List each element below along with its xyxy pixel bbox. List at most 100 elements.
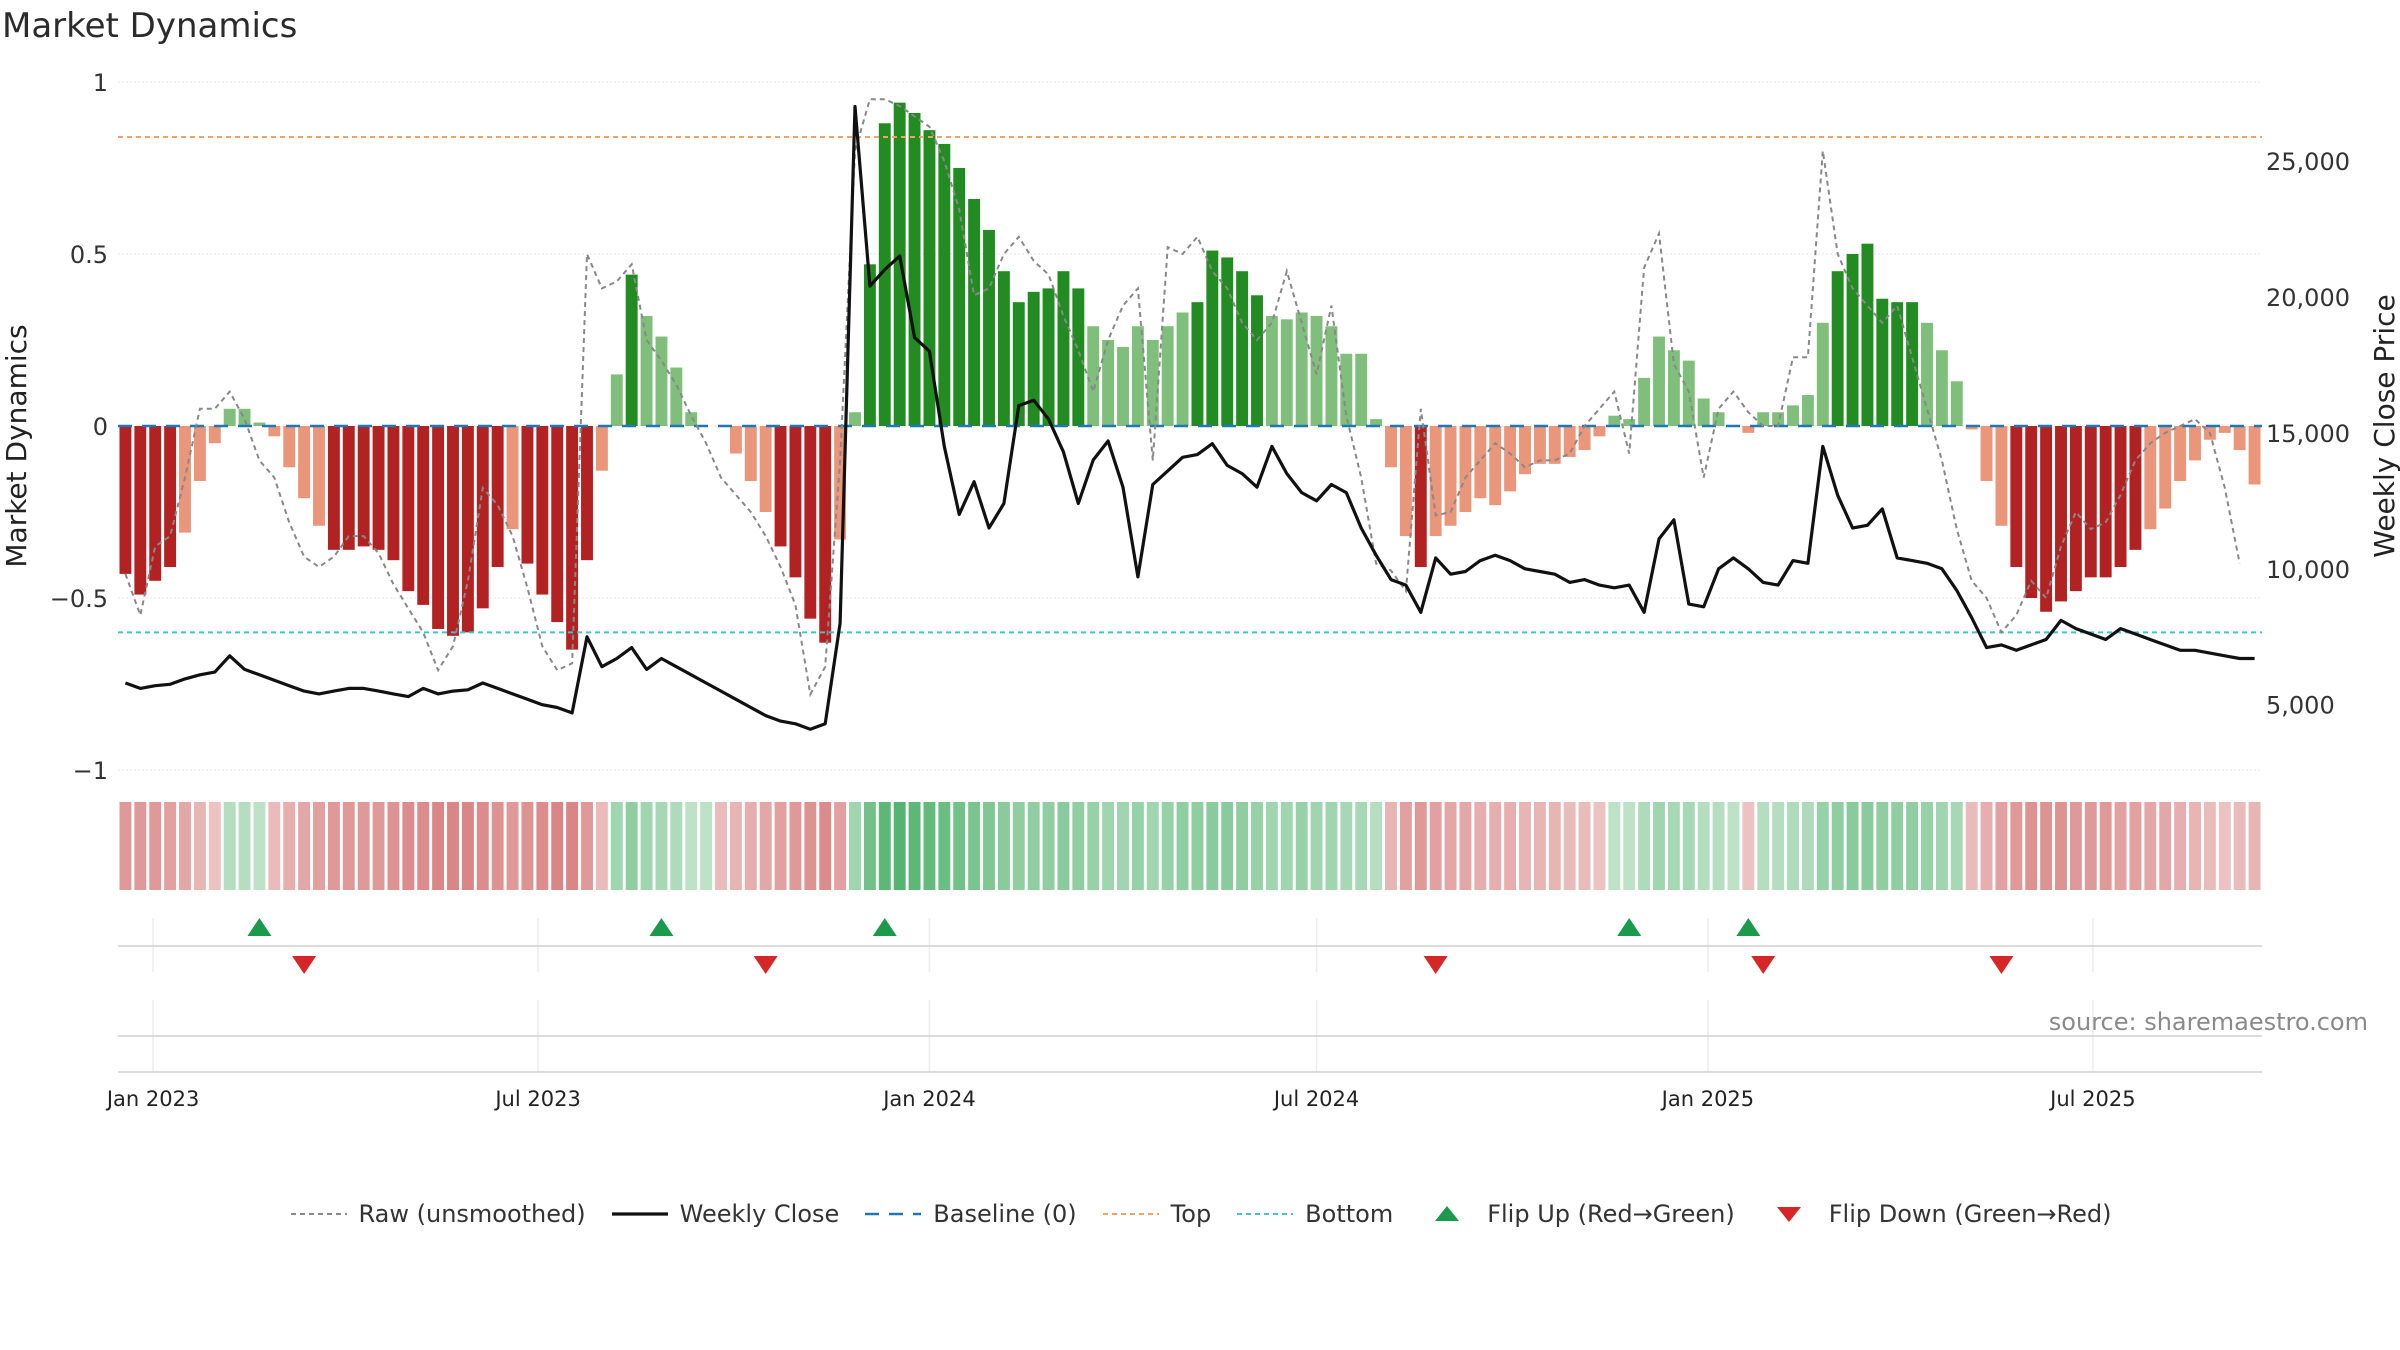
- bar: [1921, 322, 1933, 426]
- bar: [1236, 271, 1249, 426]
- band-cell: [1385, 802, 1397, 890]
- band-cell: [878, 802, 891, 890]
- left-tick-label: −0.5: [50, 585, 108, 613]
- band-cell: [1206, 802, 1219, 890]
- bar: [819, 426, 832, 643]
- legend-label: Flip Down (Green→Red): [1828, 1200, 2112, 1228]
- bar: [1578, 426, 1591, 451]
- bar: [1072, 288, 1085, 426]
- band-cell: [729, 802, 742, 890]
- band-cell: [804, 802, 817, 890]
- legend-label: Baseline (0): [933, 1200, 1077, 1228]
- flip-up-marker: [247, 918, 272, 936]
- band-cell: [908, 802, 921, 890]
- band-cell: [1370, 802, 1383, 890]
- band-cell: [670, 802, 683, 890]
- bar: [1757, 412, 1770, 426]
- bar: [327, 426, 340, 550]
- band-cell: [1280, 802, 1293, 890]
- bar: [164, 426, 177, 568]
- bar: [1012, 302, 1025, 426]
- band-cell: [1935, 802, 1948, 890]
- legend-label: Bottom: [1305, 1200, 1394, 1228]
- bar: [908, 112, 921, 427]
- band-cell: [849, 802, 861, 890]
- bar: [2174, 426, 2187, 482]
- bar: [1251, 295, 1263, 426]
- bar: [1117, 346, 1129, 426]
- bar: [1459, 426, 1472, 512]
- raw-series: [124, 98, 2241, 698]
- x-tick-label: Jan 2024: [881, 1087, 976, 1111]
- bar: [1087, 326, 1100, 426]
- left-tick-label: −1: [73, 757, 108, 785]
- band-cell: [1831, 802, 1844, 890]
- bar: [313, 426, 325, 526]
- band-cell: [1921, 802, 1933, 890]
- legend-item-flip_up: Flip Up (Red→Green): [1417, 1200, 1735, 1228]
- band-cell: [1742, 802, 1755, 890]
- flip-markers: [247, 918, 2014, 974]
- x-tick-label: Jan 2023: [105, 1087, 200, 1111]
- bar: [1191, 302, 1204, 426]
- band-cell: [1846, 802, 1859, 890]
- band-cell: [953, 802, 966, 890]
- bar: [1489, 426, 1502, 506]
- bar: [789, 426, 802, 578]
- band-cell: [1310, 802, 1323, 890]
- band-cell: [1102, 802, 1115, 890]
- legend: Raw (unsmoothed) Weekly Close Baseline (0)…: [0, 1200, 2400, 1228]
- band-cell: [1399, 802, 1412, 890]
- band-cell: [834, 802, 847, 890]
- x-tick-label: Jul 2025: [2048, 1087, 2135, 1111]
- band-cell: [2055, 802, 2067, 890]
- bar: [1027, 291, 1040, 426]
- band-cell: [1608, 802, 1621, 890]
- bar: [2025, 426, 2038, 598]
- bar: [1414, 426, 1427, 568]
- bar: [1995, 426, 2008, 526]
- bar: [1801, 395, 1814, 426]
- x-tick-label: Jul 2024: [1272, 1087, 1359, 1111]
- legend-item-close: Weekly Close: [610, 1200, 840, 1228]
- bar: [2099, 426, 2112, 578]
- band-cell: [2084, 802, 2097, 890]
- bar: [595, 426, 608, 471]
- band-cell: [1638, 802, 1651, 890]
- band-cell: [655, 802, 668, 890]
- bar: [491, 426, 504, 568]
- bar: [744, 426, 757, 482]
- bar: [119, 426, 132, 574]
- bar: [1876, 298, 1889, 426]
- bar: [685, 412, 698, 426]
- bar: [2040, 426, 2053, 612]
- bar: [1787, 405, 1799, 426]
- band-cell: [1995, 802, 2008, 890]
- band-cell: [1444, 802, 1457, 890]
- bar: [2010, 426, 2023, 568]
- flip-down-marker: [1989, 956, 2014, 974]
- bar: [923, 130, 936, 426]
- bar: [1474, 426, 1487, 499]
- right-tick-label: 25,000: [2266, 148, 2350, 176]
- band-cell: [2025, 802, 2038, 890]
- bar: [581, 426, 593, 561]
- legend-label: Weekly Close: [679, 1200, 840, 1228]
- bar: [1176, 312, 1189, 426]
- band-cell: [2218, 802, 2231, 890]
- bar: [387, 426, 400, 561]
- band-cell: [2233, 802, 2246, 890]
- band-cell: [581, 802, 593, 890]
- band-cell: [2159, 802, 2172, 890]
- band-cell: [1087, 802, 1100, 890]
- band-cell: [238, 802, 251, 890]
- bar: [1950, 381, 1963, 426]
- bar: [729, 426, 742, 454]
- bar: [208, 426, 221, 444]
- bar: [1906, 302, 1919, 426]
- bar: [149, 426, 162, 581]
- bar: [1548, 426, 1561, 464]
- band-cell: [2099, 802, 2112, 890]
- bar: [849, 412, 861, 426]
